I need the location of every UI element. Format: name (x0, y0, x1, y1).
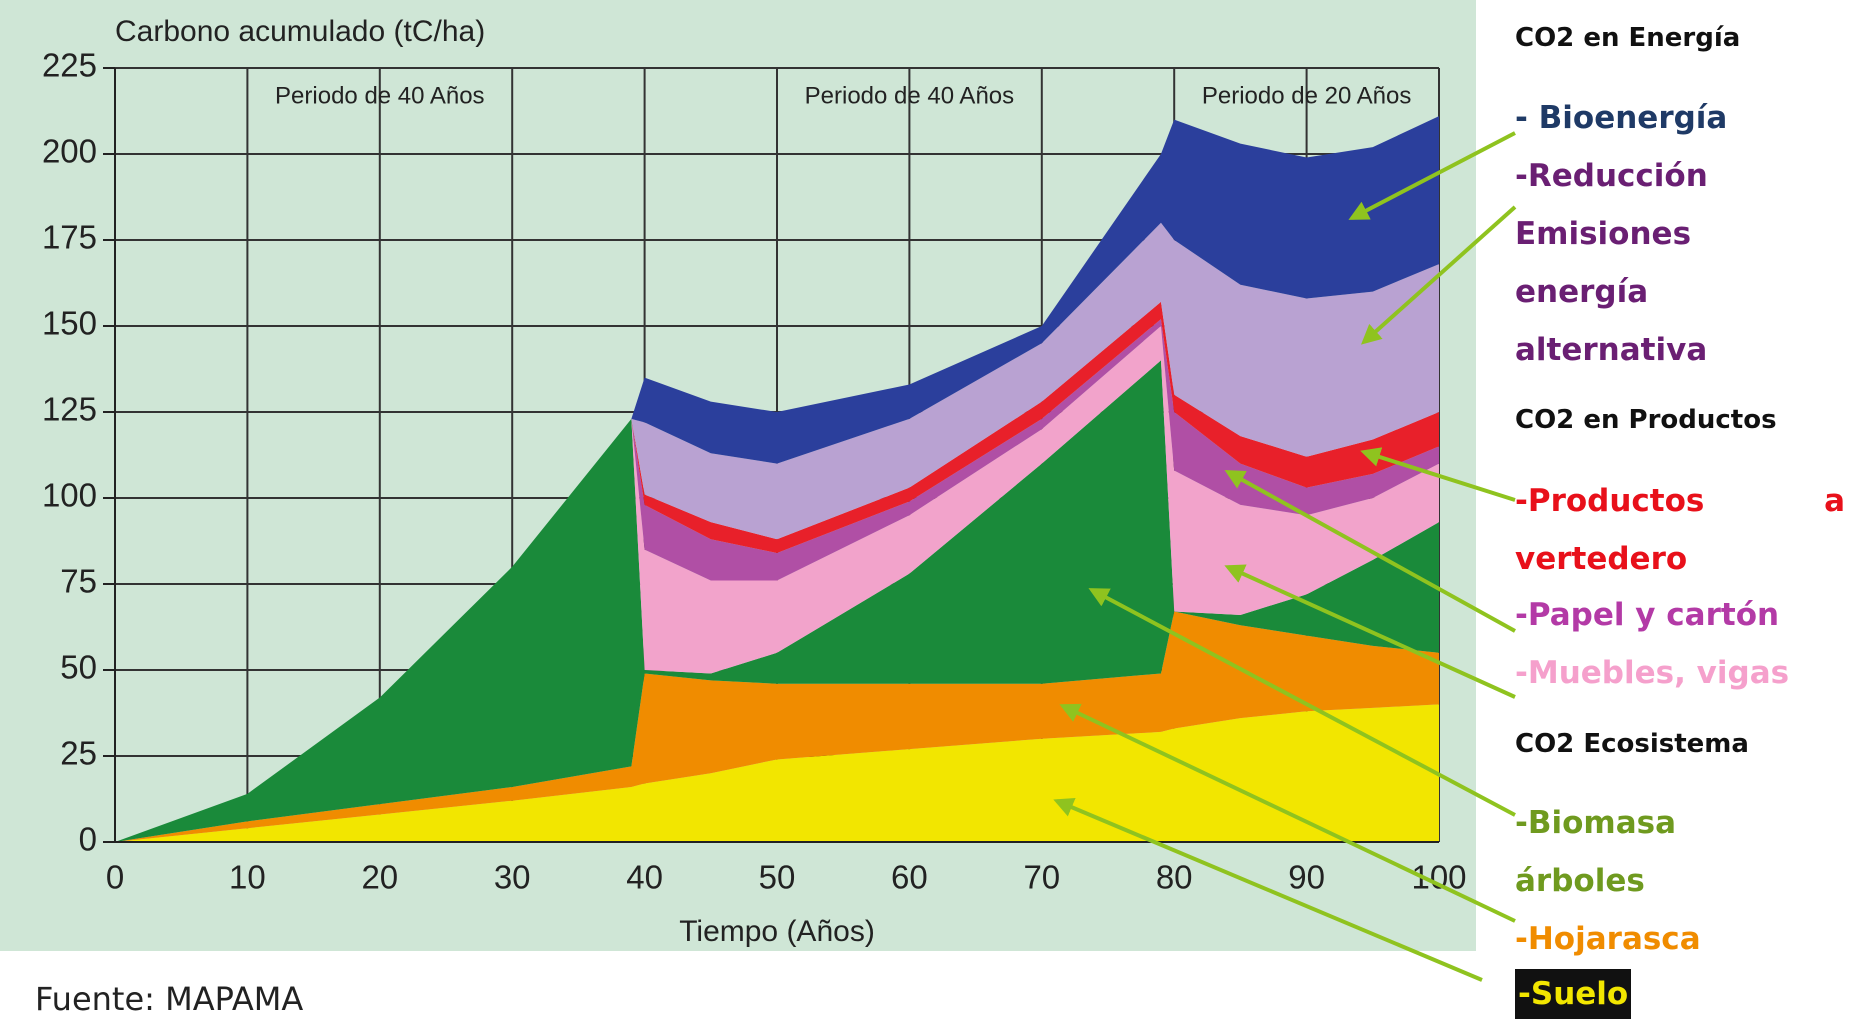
x-tick-label: 20 (361, 859, 398, 896)
source: Fuente: MAPAMA (35, 980, 304, 1018)
legend-entry: - Bioenergía (1515, 100, 1728, 136)
arrow (1053, 797, 1483, 982)
legend-entry: -Biomasa árboles (1515, 805, 1677, 899)
x-tick-label: 90 (1288, 859, 1325, 896)
y-tick-label: 175 (42, 219, 97, 256)
legend-entry: -Muebles, vigas (1515, 655, 1790, 691)
legend-entry: CO2 en Productos (1515, 405, 1777, 435)
legend-entry: -Hojarasca (1515, 921, 1701, 957)
y-tick-label: 50 (60, 649, 97, 686)
x-axis-title: Tiempo (Años) (679, 915, 875, 948)
y-axis-title: Carbono acumulado (tC/ha) (115, 15, 485, 48)
period-label: Periodo de 20 Años (1202, 82, 1412, 109)
area (115, 360, 1439, 842)
x-tick-label: 10 (229, 859, 266, 896)
legend-entry: -Productos a vertedero (1515, 483, 1845, 577)
arrow (1348, 131, 1516, 220)
legend-entry: CO2 en Energía (1515, 23, 1741, 53)
area (115, 611, 1439, 842)
area (115, 222, 1439, 843)
period-label: Periodo de 40 Años (275, 82, 485, 109)
legend-entry: -Reducción Emisiones energía alternativa (1515, 158, 1708, 368)
arrows (1053, 131, 1517, 982)
y-tick-label: 150 (42, 305, 97, 342)
area (115, 116, 1439, 842)
y-tick-label: 0 (79, 821, 97, 858)
x-tick-label: 70 (1023, 859, 1060, 896)
area (115, 319, 1439, 842)
arrow (1059, 703, 1516, 923)
y-tick-label: 25 (60, 735, 97, 772)
arrow (1088, 588, 1516, 817)
arrow (1360, 447, 1516, 502)
x-tick-label: 60 (891, 859, 928, 896)
arrow (1224, 564, 1516, 699)
y-tick-label: 125 (42, 391, 97, 428)
area (115, 326, 1439, 842)
legend-entry: -Suelo (1515, 969, 1632, 1019)
legend-entry: -Papel y cartón (1515, 597, 1780, 633)
x-tick-label: 40 (626, 859, 663, 896)
x-tick-label: 50 (759, 859, 796, 896)
arrow (1224, 470, 1516, 633)
x-tick-label: 80 (1156, 859, 1193, 896)
y-tick-label: 225 (42, 47, 97, 84)
y-tick-label: 75 (60, 563, 97, 600)
arrow (1361, 205, 1517, 345)
x-tick-label: 30 (494, 859, 531, 896)
y-tick-label: 200 (42, 133, 97, 170)
period-label: Periodo de 40 Años (805, 82, 1015, 109)
legend-entry: CO2 Ecosistema (1515, 729, 1749, 759)
x-tick-label: 0 (106, 859, 124, 896)
y-tick-label: 100 (42, 477, 97, 514)
